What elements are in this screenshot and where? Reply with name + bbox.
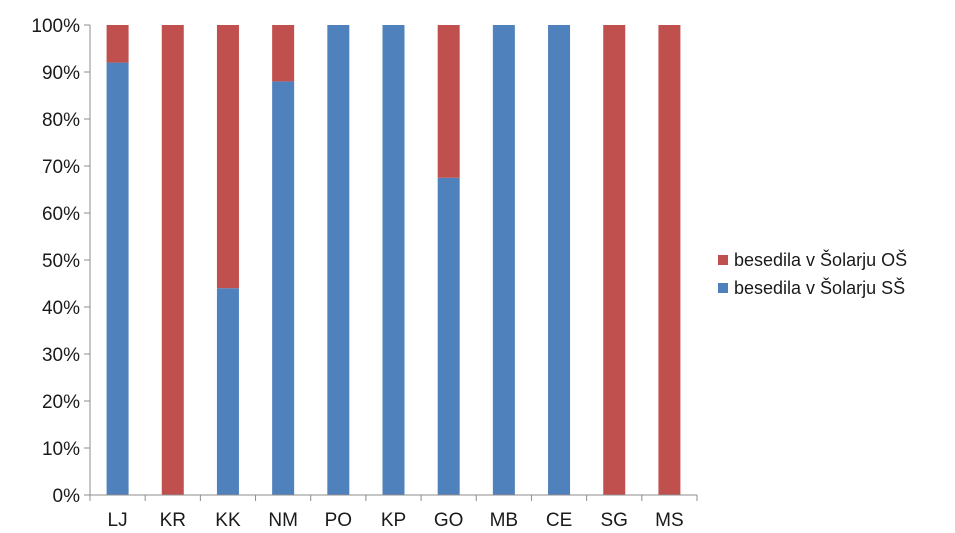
y-tick-label: 90%	[42, 63, 80, 84]
y-tick-label: 60%	[42, 204, 80, 225]
bar-ce-series-1	[548, 25, 571, 495]
y-tick-label: 20%	[42, 392, 80, 413]
y-tick-label: 100%	[31, 16, 80, 37]
legend-label: besedila v Šolarju OŠ	[734, 249, 908, 270]
bar-nm-series-1	[272, 81, 295, 496]
x-tick-label: PO	[325, 510, 352, 531]
x-tick-label: LJ	[108, 510, 128, 531]
legend-label: besedila v Šolarju SŠ	[734, 277, 906, 298]
x-tick-label: KR	[160, 510, 186, 531]
legend-swatch	[718, 255, 728, 265]
y-tick-label: 50%	[42, 251, 80, 272]
y-tick-label: 10%	[42, 439, 80, 460]
bar-lj-series-1	[106, 62, 129, 495]
bar-lj-series-2	[106, 25, 129, 63]
chart-legend: besedila v Šolarju OŠ besedila v Šolarju …	[718, 246, 948, 302]
bar-go-series-2	[437, 25, 460, 178]
legend-item: besedila v Šolarju OŠ	[718, 246, 948, 274]
y-tick-label: 30%	[42, 345, 80, 366]
x-tick-label: GO	[434, 510, 464, 531]
bar-go-series-1	[437, 177, 460, 495]
bar-mb-series-1	[492, 25, 515, 495]
bar-kp-series-1	[382, 25, 405, 495]
bar-sg-series-2	[603, 25, 626, 495]
y-tick-label: 70%	[42, 157, 80, 178]
x-tick-label: NM	[268, 510, 298, 531]
x-tick-label: MB	[490, 510, 519, 531]
y-tick-label: 40%	[42, 298, 80, 319]
x-tick-label: KK	[215, 510, 241, 531]
bar-kk-series-1	[216, 288, 239, 495]
bar-kk-series-2	[216, 25, 239, 289]
x-tick-label: KP	[381, 510, 406, 531]
x-tick-label: MS	[655, 510, 684, 531]
y-tick-label: 0%	[53, 486, 81, 507]
bar-ms-series-2	[658, 25, 681, 495]
x-tick-label: CE	[546, 510, 572, 531]
bar-kr-series-2	[161, 25, 184, 495]
legend-swatch	[718, 283, 728, 293]
legend-item: besedila v Šolarju SŠ	[718, 274, 948, 302]
bar-po-series-1	[327, 25, 350, 495]
x-tick-label: SG	[601, 510, 628, 531]
y-tick-label: 80%	[42, 110, 80, 131]
bar-nm-series-2	[272, 25, 295, 82]
